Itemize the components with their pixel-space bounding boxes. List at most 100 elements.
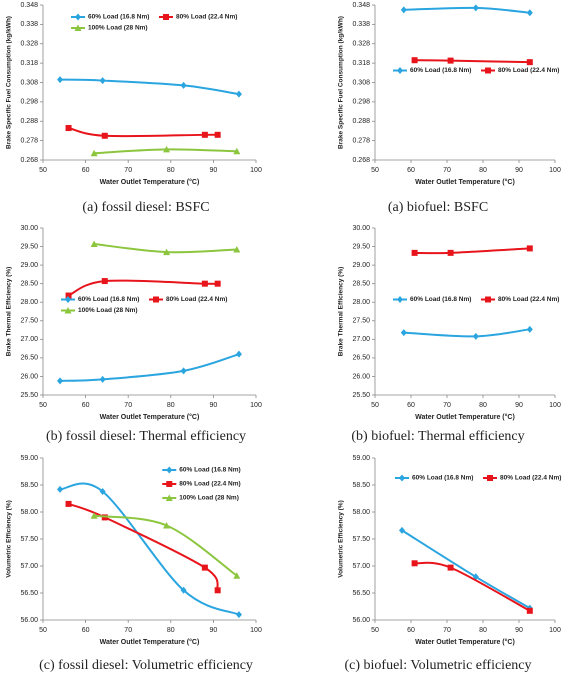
y-tick-label: 0.328: [20, 41, 38, 48]
x-tick-label: 100: [549, 627, 561, 634]
marker: [180, 367, 187, 375]
marker: [57, 76, 64, 84]
marker: [57, 485, 64, 493]
marker: [235, 611, 242, 619]
x-axis-label: Water Outlet Temperature (°C): [100, 413, 200, 421]
y-axis-label: Brake Thermal Efficiency (%): [6, 267, 13, 357]
x-tick-label: 80: [479, 167, 487, 174]
y-tick-label: 26.50: [352, 355, 370, 362]
marker: [65, 125, 72, 132]
marker: [526, 59, 533, 66]
marker: [153, 296, 159, 303]
marker: [411, 560, 418, 567]
x-tick-label: 80: [479, 627, 487, 634]
y-tick-label: 57.50: [352, 536, 370, 543]
marker: [163, 14, 169, 20]
marker: [163, 522, 171, 529]
series-line: [401, 529, 531, 609]
marker: [165, 494, 173, 501]
y-tick-label: 0.348: [20, 2, 38, 9]
x-tick-label: 50: [39, 627, 47, 634]
x-tick-label: 90: [515, 627, 523, 634]
caption: (b) biofuel: Thermal efficiency: [351, 429, 524, 444]
x-tick-label: 90: [515, 167, 523, 174]
series-line: [403, 328, 530, 338]
marker: [90, 512, 98, 519]
x-tick-label: 100: [250, 402, 262, 409]
series-line: [414, 59, 530, 64]
y-tick-label: 58.50: [352, 482, 370, 489]
x-axis-label: Water Outlet Temperature (°C): [415, 638, 515, 646]
x-tick-label: 90: [515, 402, 523, 409]
y-axis-label: Brake Specific Fuel Consumption (kg/kWh): [338, 16, 345, 149]
marker: [472, 332, 479, 340]
marker: [399, 474, 405, 482]
marker: [65, 500, 72, 507]
x-tick-label: 90: [210, 402, 218, 409]
y-tick-label: 56.50: [352, 590, 370, 597]
caption: (c) biofuel: Volumetric efficiency: [345, 658, 532, 673]
marker: [447, 249, 454, 256]
marker: [526, 607, 533, 614]
marker: [526, 245, 533, 252]
y-tick-label: 0.268: [20, 157, 38, 164]
marker: [201, 280, 208, 287]
x-axis-label: Water Outlet Temperature (°C): [415, 178, 515, 186]
y-axis-label: Volumetric Efficiency (%): [6, 500, 13, 578]
marker: [65, 292, 72, 299]
x-tick-label: 50: [371, 402, 379, 409]
x-tick-label: 60: [82, 627, 90, 634]
marker: [411, 249, 418, 256]
x-tick-label: 80: [167, 167, 175, 174]
x-tick-label: 80: [479, 402, 487, 409]
marker: [472, 4, 479, 12]
x-axis-label: Water Outlet Temperature (°C): [415, 413, 515, 421]
x-tick-label: 100: [250, 167, 262, 174]
y-tick-label: 0.328: [352, 41, 370, 48]
marker: [485, 67, 491, 74]
y-tick-label: 0.348: [352, 2, 370, 9]
caption: (a) biofuel: BSFC: [388, 200, 488, 215]
marker: [163, 145, 171, 153]
x-tick-label: 50: [39, 402, 47, 409]
marker: [65, 296, 71, 303]
series-line: [68, 127, 219, 138]
y-tick-label: 58.00: [20, 509, 38, 516]
marker: [166, 481, 173, 487]
y-tick-label: 29.00: [352, 262, 370, 269]
marker: [75, 13, 81, 21]
x-tick-label: 70: [124, 402, 132, 409]
y-tick-label: 57.00: [20, 563, 38, 570]
y-axis-label: Brake Specific Fuel Consumption (kg/kWh): [6, 16, 13, 149]
y-tick-label: 57.00: [352, 563, 370, 570]
marker: [99, 487, 106, 495]
legend-label: 60% Load (16.8 Nm): [88, 14, 149, 21]
y-tick-label: 27.00: [352, 336, 370, 343]
x-tick-label: 50: [371, 627, 379, 634]
y-tick-label: 59.00: [20, 455, 38, 462]
marker: [487, 475, 493, 481]
legend-label: 60% Load (16.8 Nm): [78, 296, 139, 303]
y-axis-label: Brake Thermal Efficiency (%): [338, 267, 345, 357]
y-tick-label: 25.50: [20, 392, 38, 399]
marker: [180, 81, 187, 89]
marker: [99, 375, 106, 383]
y-tick-label: 0.288: [352, 118, 370, 125]
y-tick-label: 0.308: [20, 79, 38, 86]
x-tick-label: 100: [549, 167, 561, 174]
x-tick-label: 50: [371, 167, 379, 174]
y-tick-label: 29.50: [20, 243, 38, 250]
series-line: [59, 482, 240, 616]
x-tick-label: 70: [443, 402, 451, 409]
caption: (b) fossil diesel: Thermal efficiency: [46, 429, 246, 444]
y-tick-label: 0.338: [352, 21, 370, 28]
y-tick-label: 28.50: [20, 281, 38, 288]
y-tick-label: 57.50: [20, 536, 38, 543]
marker: [526, 9, 533, 17]
legend-label: 60% Load (16.8 Nm): [179, 467, 240, 474]
legend-label: 60% Load (16.8 Nm): [412, 475, 473, 482]
x-tick-label: 70: [124, 627, 132, 634]
y-tick-label: 0.338: [20, 21, 38, 28]
marker: [526, 325, 533, 333]
